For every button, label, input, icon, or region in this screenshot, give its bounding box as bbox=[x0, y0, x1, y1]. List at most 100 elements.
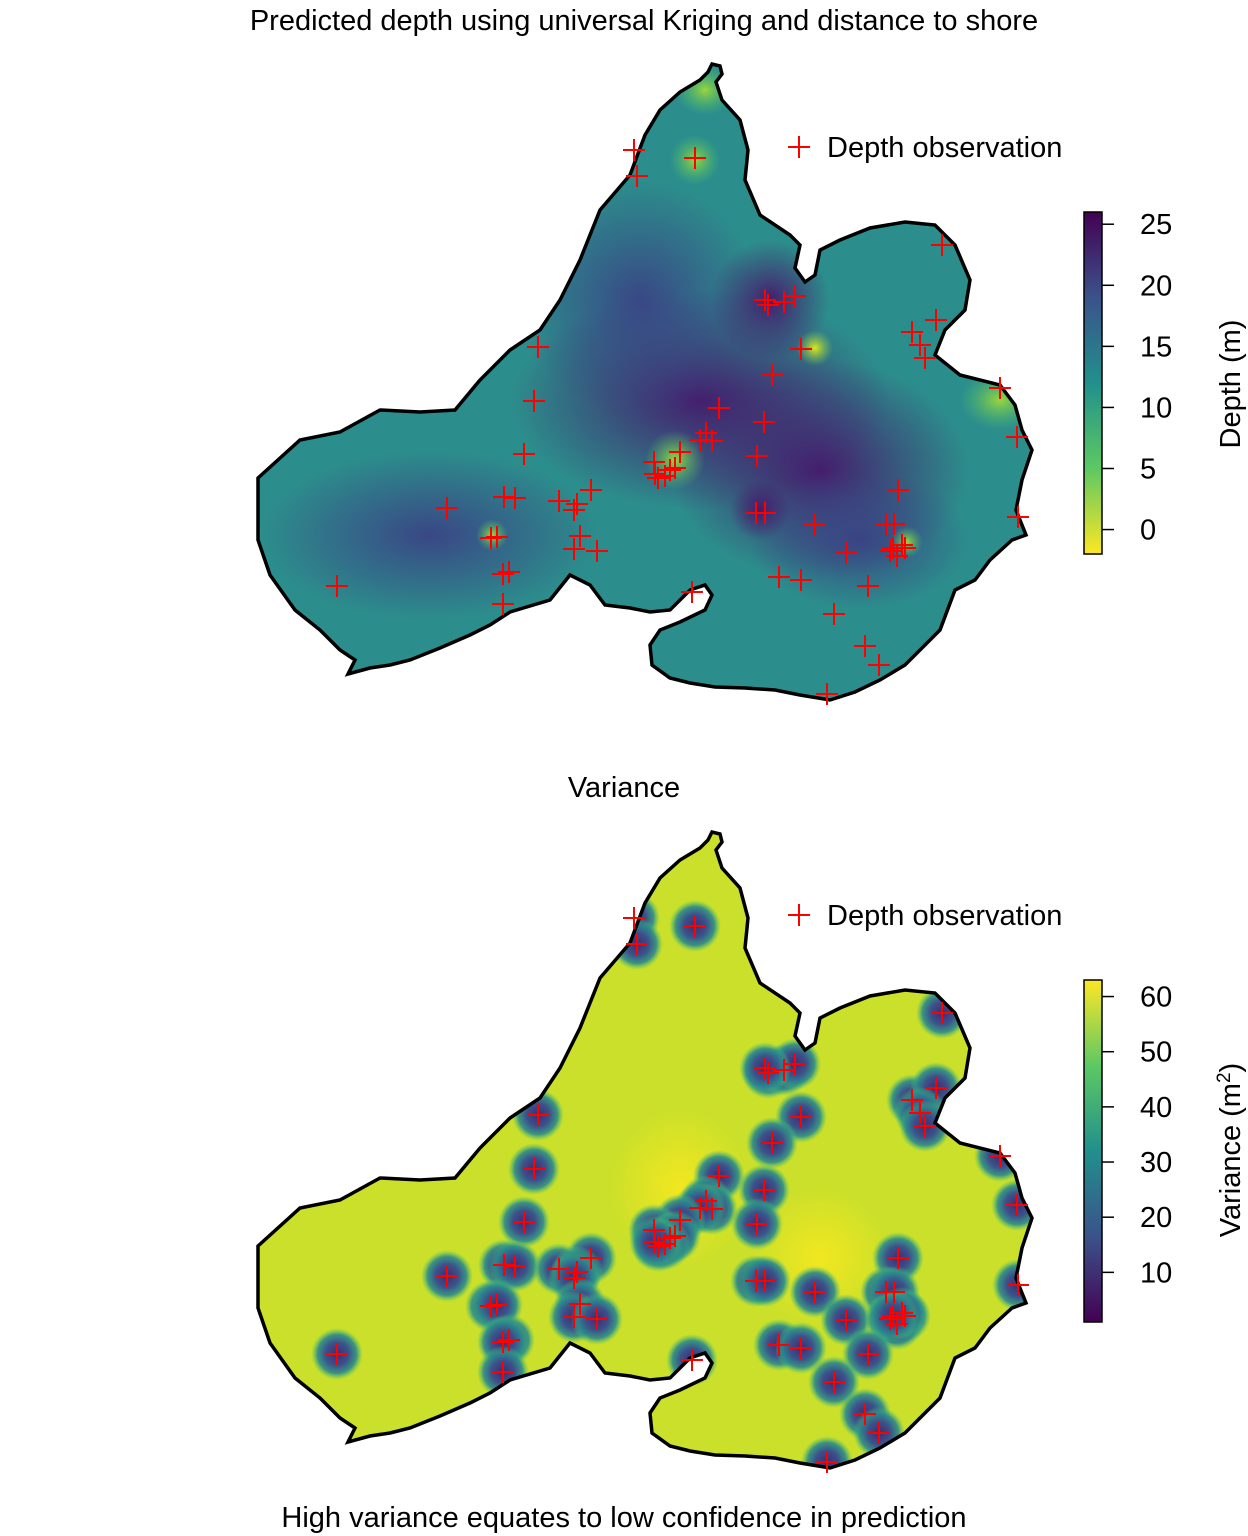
observation-marker bbox=[790, 569, 812, 591]
observation-marker bbox=[326, 1343, 348, 1365]
colorbar-tick-label: 60 bbox=[1140, 982, 1172, 1014]
observation-marker bbox=[931, 234, 953, 256]
observation-marker bbox=[816, 683, 838, 705]
colorbar-tick-label: 25 bbox=[1140, 209, 1172, 241]
colorbar-tick-label: 10 bbox=[1140, 392, 1172, 424]
observation-marker bbox=[681, 1349, 703, 1371]
colorbar-gradient bbox=[1083, 211, 1103, 555]
legend-marker-icon bbox=[788, 136, 810, 158]
colorbar-tick-label: 20 bbox=[1140, 270, 1172, 302]
observation-marker bbox=[563, 499, 585, 521]
observation-marker bbox=[659, 459, 681, 481]
observation-marker bbox=[804, 513, 826, 535]
observation-marker bbox=[883, 1281, 905, 1303]
observation-marker bbox=[773, 291, 795, 313]
observation-marker bbox=[925, 309, 947, 331]
observation-marker bbox=[566, 493, 588, 515]
observation-marker bbox=[569, 1293, 591, 1315]
map-title-depth: Predicted depth using universal Kriging … bbox=[249, 5, 1039, 37]
observation-marker bbox=[1007, 1274, 1029, 1296]
observation-marker bbox=[326, 575, 348, 597]
observation-marker bbox=[548, 1258, 570, 1280]
observation-marker bbox=[486, 526, 508, 548]
observation-marker bbox=[498, 1329, 520, 1351]
observation-marker bbox=[548, 490, 570, 512]
observation-marker bbox=[901, 1089, 923, 1111]
observation-marker bbox=[563, 1306, 585, 1328]
depth-observation-markers bbox=[326, 907, 1029, 1473]
observation-marker bbox=[746, 1213, 768, 1235]
observation-marker bbox=[857, 1343, 879, 1365]
observation-marker bbox=[790, 1106, 812, 1128]
observation-marker bbox=[1006, 1194, 1028, 1216]
colorbar-tick-label: 30 bbox=[1140, 1147, 1172, 1179]
legend-label: Depth observation bbox=[827, 900, 1062, 932]
map-legend: Depth observation bbox=[788, 900, 1062, 932]
observation-marker bbox=[891, 1302, 913, 1324]
observation-marker bbox=[757, 1062, 779, 1084]
observation-marker bbox=[868, 1422, 890, 1444]
observation-marker bbox=[914, 347, 936, 369]
observation-marker bbox=[647, 467, 669, 489]
observation-marker bbox=[626, 165, 648, 187]
depth-map-panel: Depth observation 25 20 15 10 5 0 Depth (m) bbox=[256, 62, 1247, 705]
depth-colorbar: 25 20 15 10 5 0 Depth (m) bbox=[1083, 209, 1247, 555]
observation-marker bbox=[746, 445, 768, 467]
observation-marker bbox=[708, 397, 730, 419]
observation-marker bbox=[804, 1281, 826, 1303]
observation-marker bbox=[492, 563, 514, 585]
observation-marker bbox=[761, 364, 783, 386]
observation-marker bbox=[761, 1132, 783, 1154]
observation-marker bbox=[504, 1255, 526, 1277]
observation-marker bbox=[669, 1209, 691, 1231]
observation-marker bbox=[644, 463, 666, 485]
observation-marker bbox=[882, 537, 904, 559]
observation-marker bbox=[623, 139, 645, 161]
observation-marker bbox=[569, 525, 591, 547]
observation-marker bbox=[753, 1179, 775, 1201]
colorbar-tick-label: 40 bbox=[1140, 1092, 1172, 1124]
observation-marker bbox=[909, 1102, 931, 1124]
observation-marker bbox=[784, 285, 806, 307]
observation-marker bbox=[887, 1247, 909, 1269]
observation-marker bbox=[754, 1057, 776, 1079]
observation-marker bbox=[498, 561, 520, 583]
colorbar-tick-label: 20 bbox=[1140, 1202, 1172, 1234]
observation-marker bbox=[931, 1002, 953, 1024]
observation-marker bbox=[623, 907, 645, 929]
colorbar-tick-label: 10 bbox=[1140, 1257, 1172, 1289]
observation-marker bbox=[523, 1158, 545, 1180]
observation-marker bbox=[868, 654, 890, 676]
observation-marker bbox=[883, 513, 905, 535]
observation-marker bbox=[823, 1371, 845, 1393]
observation-marker bbox=[523, 390, 545, 412]
depth-observation-markers bbox=[326, 139, 1029, 705]
observation-marker bbox=[909, 334, 931, 356]
colorbar-tick-label: 5 bbox=[1140, 454, 1156, 486]
observation-marker bbox=[492, 1361, 514, 1383]
map-caption: High variance equates to low confidence … bbox=[281, 1502, 967, 1534]
observation-marker bbox=[492, 593, 514, 615]
observation-marker bbox=[566, 1261, 588, 1283]
observation-marker bbox=[563, 538, 585, 560]
observation-marker bbox=[527, 336, 549, 358]
observation-marker bbox=[626, 933, 648, 955]
observation-marker bbox=[784, 1053, 806, 1075]
observation-marker bbox=[436, 497, 458, 519]
colorbar-tick-label: 15 bbox=[1140, 331, 1172, 363]
colorbar-title: Depth (m) bbox=[1215, 320, 1247, 449]
observation-marker bbox=[891, 534, 913, 556]
observation-marker bbox=[647, 1235, 669, 1257]
observation-marker bbox=[754, 1270, 776, 1292]
observation-marker bbox=[1007, 506, 1029, 528]
observation-marker bbox=[989, 377, 1011, 399]
observation-marker bbox=[684, 147, 706, 169]
observation-marker bbox=[835, 541, 857, 563]
observation-marker bbox=[857, 575, 879, 597]
map-title-variance: Variance bbox=[567, 772, 681, 804]
observation-marker bbox=[513, 443, 535, 465]
observation-marker bbox=[754, 289, 776, 311]
observation-marker bbox=[659, 1227, 681, 1249]
observation-marker bbox=[768, 566, 790, 588]
observation-marker bbox=[989, 1145, 1011, 1167]
